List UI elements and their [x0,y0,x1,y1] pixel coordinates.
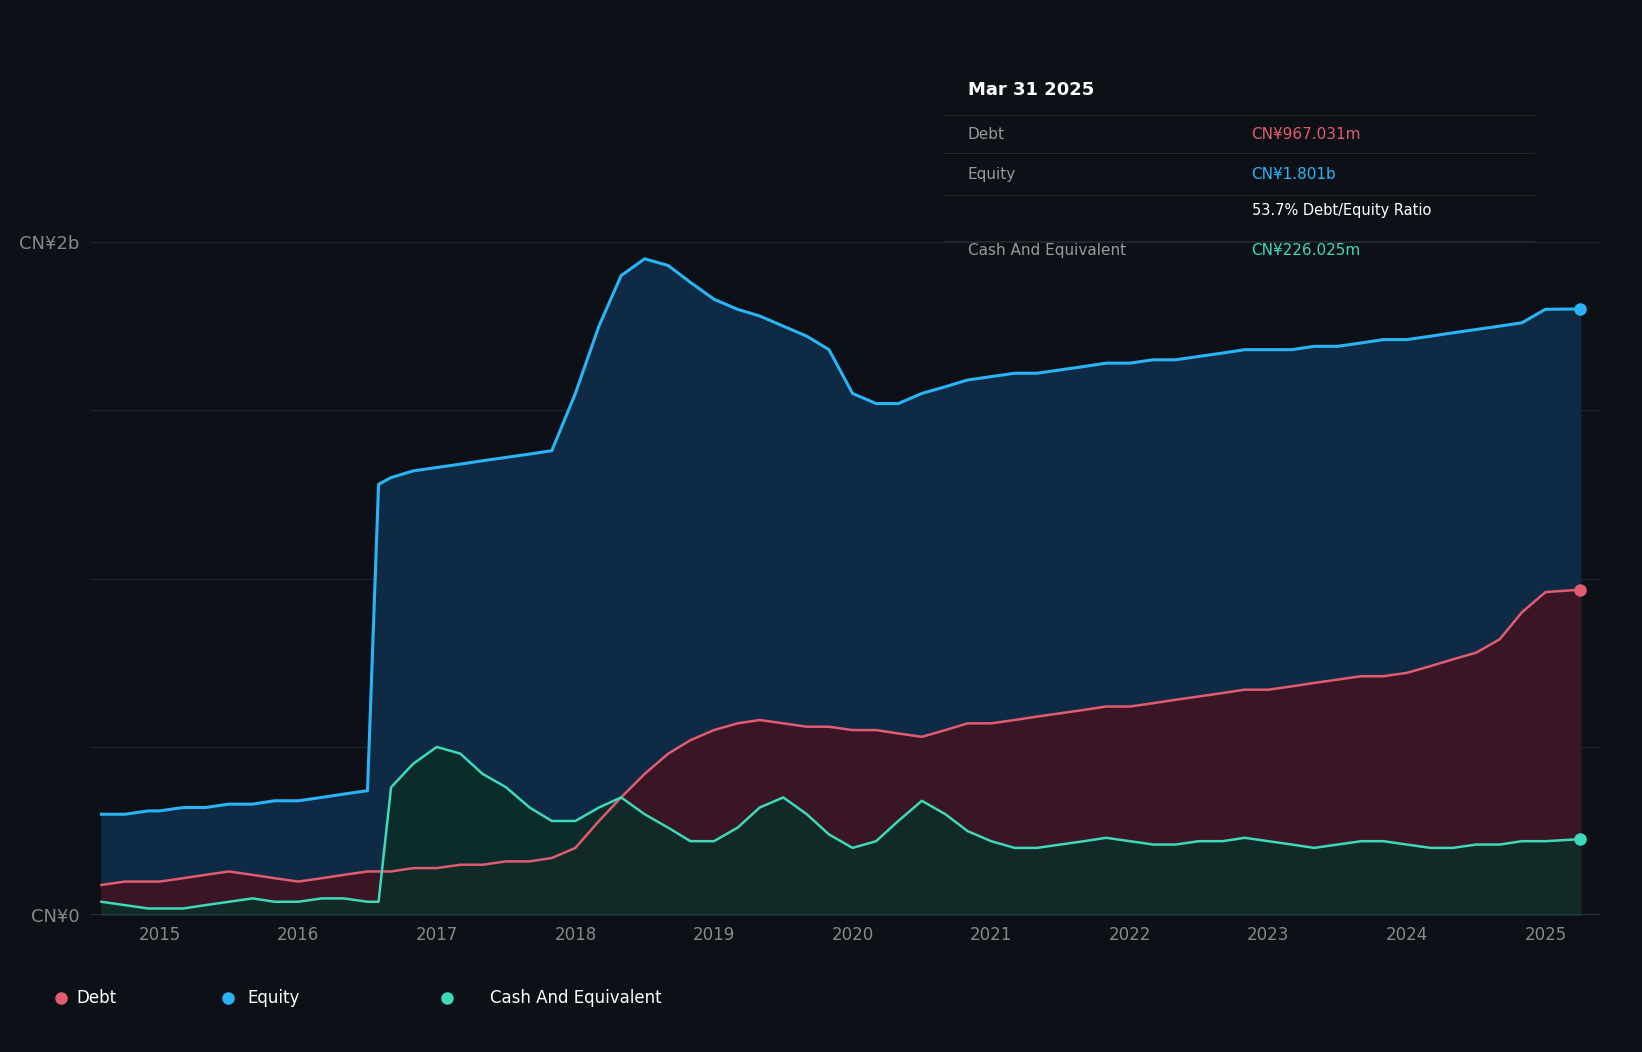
Text: Mar 31 2025: Mar 31 2025 [967,81,1094,99]
Text: CN¥1.801b: CN¥1.801b [1251,167,1337,182]
Text: Cash And Equivalent: Cash And Equivalent [489,989,662,1008]
Text: CN¥226.025m: CN¥226.025m [1251,243,1361,258]
Text: Equity: Equity [248,989,300,1008]
Text: CN¥967.031m: CN¥967.031m [1251,127,1361,142]
Text: Cash And Equivalent: Cash And Equivalent [967,243,1126,258]
Text: Equity: Equity [967,167,1016,182]
Text: Debt: Debt [967,127,1005,142]
Text: 53.7% Debt/Equity Ratio: 53.7% Debt/Equity Ratio [1251,203,1430,218]
Text: Debt: Debt [76,989,117,1008]
